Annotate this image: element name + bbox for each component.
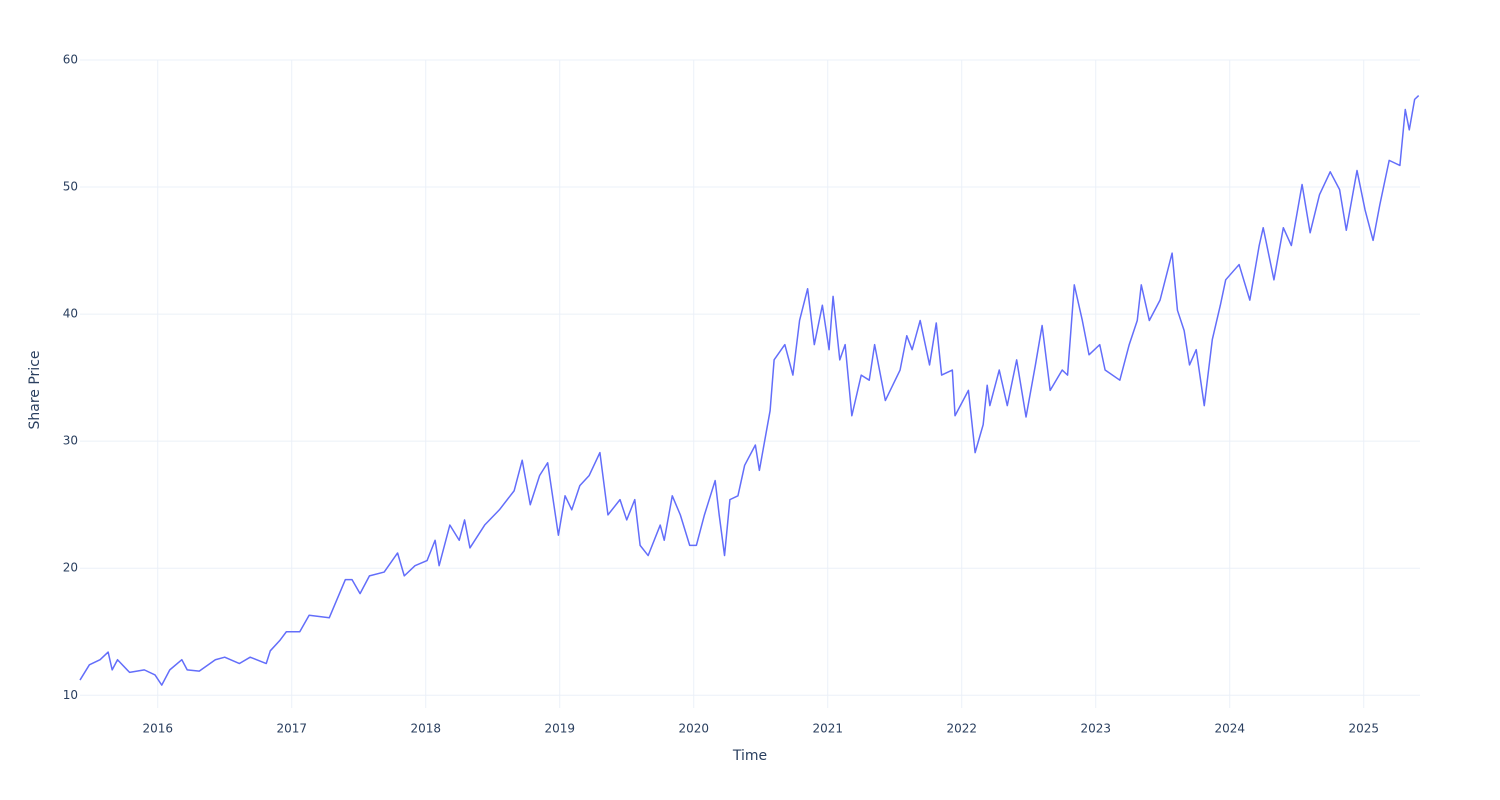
y-tick-label: 10 — [63, 688, 78, 702]
y-axis-title: Share Price — [27, 350, 43, 429]
y-tick-label: 60 — [63, 53, 78, 67]
x-tick-label: 2024 — [1214, 722, 1245, 736]
x-tick-label: 2021 — [812, 722, 843, 736]
x-axis-title: Time — [732, 748, 767, 764]
price-line — [79, 95, 1420, 686]
x-tick-label: 2017 — [276, 722, 307, 736]
x-tick-label: 2025 — [1348, 722, 1379, 736]
x-tick-label: 2019 — [544, 722, 575, 736]
x-tick-label: 2022 — [946, 722, 977, 736]
x-tick-label: 2023 — [1080, 722, 1111, 736]
y-tick-label: 30 — [63, 434, 78, 448]
grid — [80, 59, 1420, 708]
y-tick-label: 50 — [63, 180, 78, 194]
x-tick-label: 2020 — [678, 722, 709, 736]
x-tick-label: 2016 — [142, 722, 173, 736]
y-tick-label: 20 — [63, 561, 78, 575]
y-tick-label: 40 — [63, 307, 78, 321]
x-tick-label: 2018 — [410, 722, 441, 736]
